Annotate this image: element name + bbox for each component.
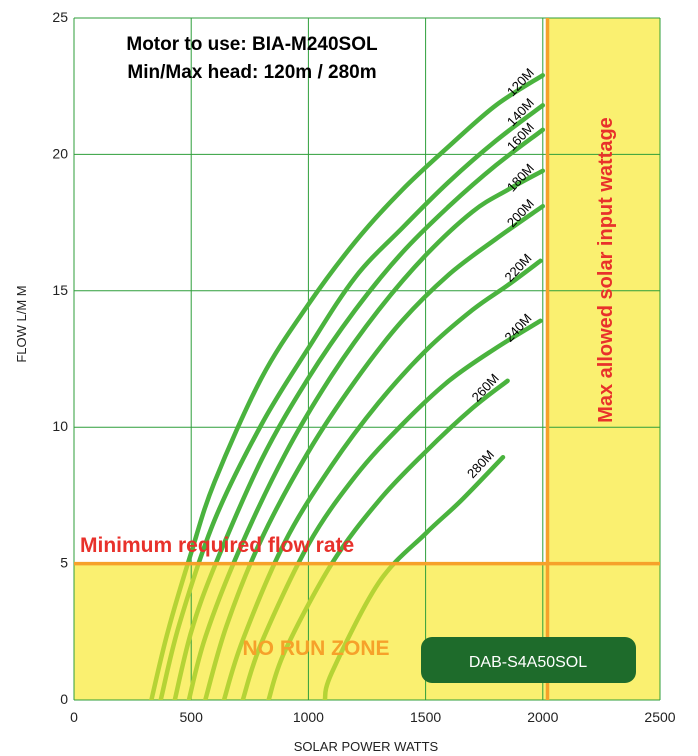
- threshold-lines: [74, 18, 660, 700]
- x-tick-label-5: 2500: [644, 709, 675, 725]
- curve-120m: [149, 73, 546, 700]
- y-tick-label-3: 15: [52, 282, 68, 298]
- chart-title-line-1: Motor to use: BIA-M240SOL: [126, 34, 378, 55]
- x-tick-label-4: 2000: [527, 709, 558, 725]
- y-tick-labels: 0 5 10 15 20 25: [52, 9, 68, 707]
- curve-label-280m: 280M: [464, 447, 497, 481]
- curves: [149, 73, 546, 700]
- x-tick-label-1: 500: [180, 709, 204, 725]
- curve-200m: [203, 203, 546, 700]
- model-badge: DAB-S4A50SOL: [421, 637, 636, 683]
- x-tick-label-2: 1000: [293, 709, 324, 725]
- curve-160m: [172, 127, 546, 700]
- curve-260m: [266, 378, 510, 700]
- x-tick-label-0: 0: [70, 709, 78, 725]
- y-tick-label-1: 5: [60, 555, 68, 571]
- y-tick-label-5: 25: [52, 9, 68, 25]
- y-axis-label: FLOW L/M M: [14, 285, 29, 362]
- x-tick-label-3: 1500: [410, 709, 441, 725]
- y-tick-label-2: 10: [52, 418, 68, 434]
- model-badge-text: DAB-S4A50SOL: [469, 654, 587, 671]
- x-axis-label: SOLAR POWER WATTS: [294, 739, 439, 754]
- y-tick-label-4: 20: [52, 145, 68, 161]
- y-tick-label-0: 0: [60, 691, 68, 707]
- no-run-zone-label: NO RUN ZONE: [243, 637, 390, 660]
- curve-240m: [240, 318, 543, 700]
- max-watts-label: Max allowed solar input wattage: [595, 117, 617, 423]
- chart-title-line-2: Min/Max head: 120m / 280m: [127, 62, 376, 83]
- min-flow-label: Minimum required flow rate: [80, 534, 354, 557]
- curve-140m: [158, 103, 546, 700]
- curve-220m: [221, 258, 543, 700]
- curve-180m: [186, 168, 546, 700]
- x-tick-labels: 0 500 1000 1500 2000 2500: [70, 709, 676, 725]
